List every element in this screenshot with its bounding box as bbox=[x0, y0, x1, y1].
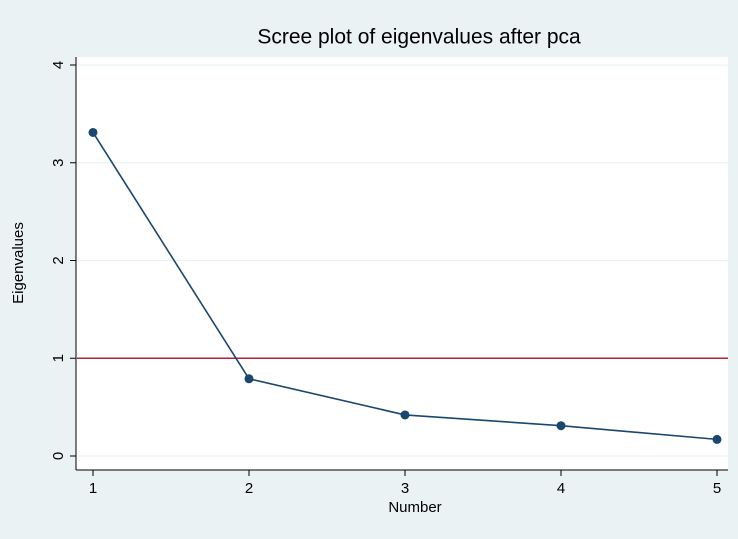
point bbox=[244, 374, 254, 384]
x-tick-label: 1 bbox=[89, 480, 97, 497]
y-tick-label: 2 bbox=[50, 256, 67, 264]
x-axis-label: Number bbox=[388, 499, 441, 516]
point bbox=[712, 434, 722, 444]
x-tick-label: 2 bbox=[245, 480, 253, 497]
y-axis-label: Eigenvalues bbox=[10, 222, 27, 304]
y-tick-label: 0 bbox=[50, 452, 67, 460]
y-tick-label: 3 bbox=[50, 159, 67, 167]
plot-area bbox=[76, 57, 728, 470]
point bbox=[556, 421, 566, 431]
point bbox=[400, 410, 410, 420]
x-tick-label: 3 bbox=[401, 480, 409, 497]
y-tick-label: 1 bbox=[50, 354, 67, 362]
point bbox=[88, 127, 98, 137]
chart-title: Scree plot of eigenvalues after pca bbox=[257, 26, 581, 49]
x-tick-label: 4 bbox=[557, 480, 565, 497]
y-tick-label: 4 bbox=[50, 61, 67, 69]
x-tick-label: 5 bbox=[713, 480, 721, 497]
